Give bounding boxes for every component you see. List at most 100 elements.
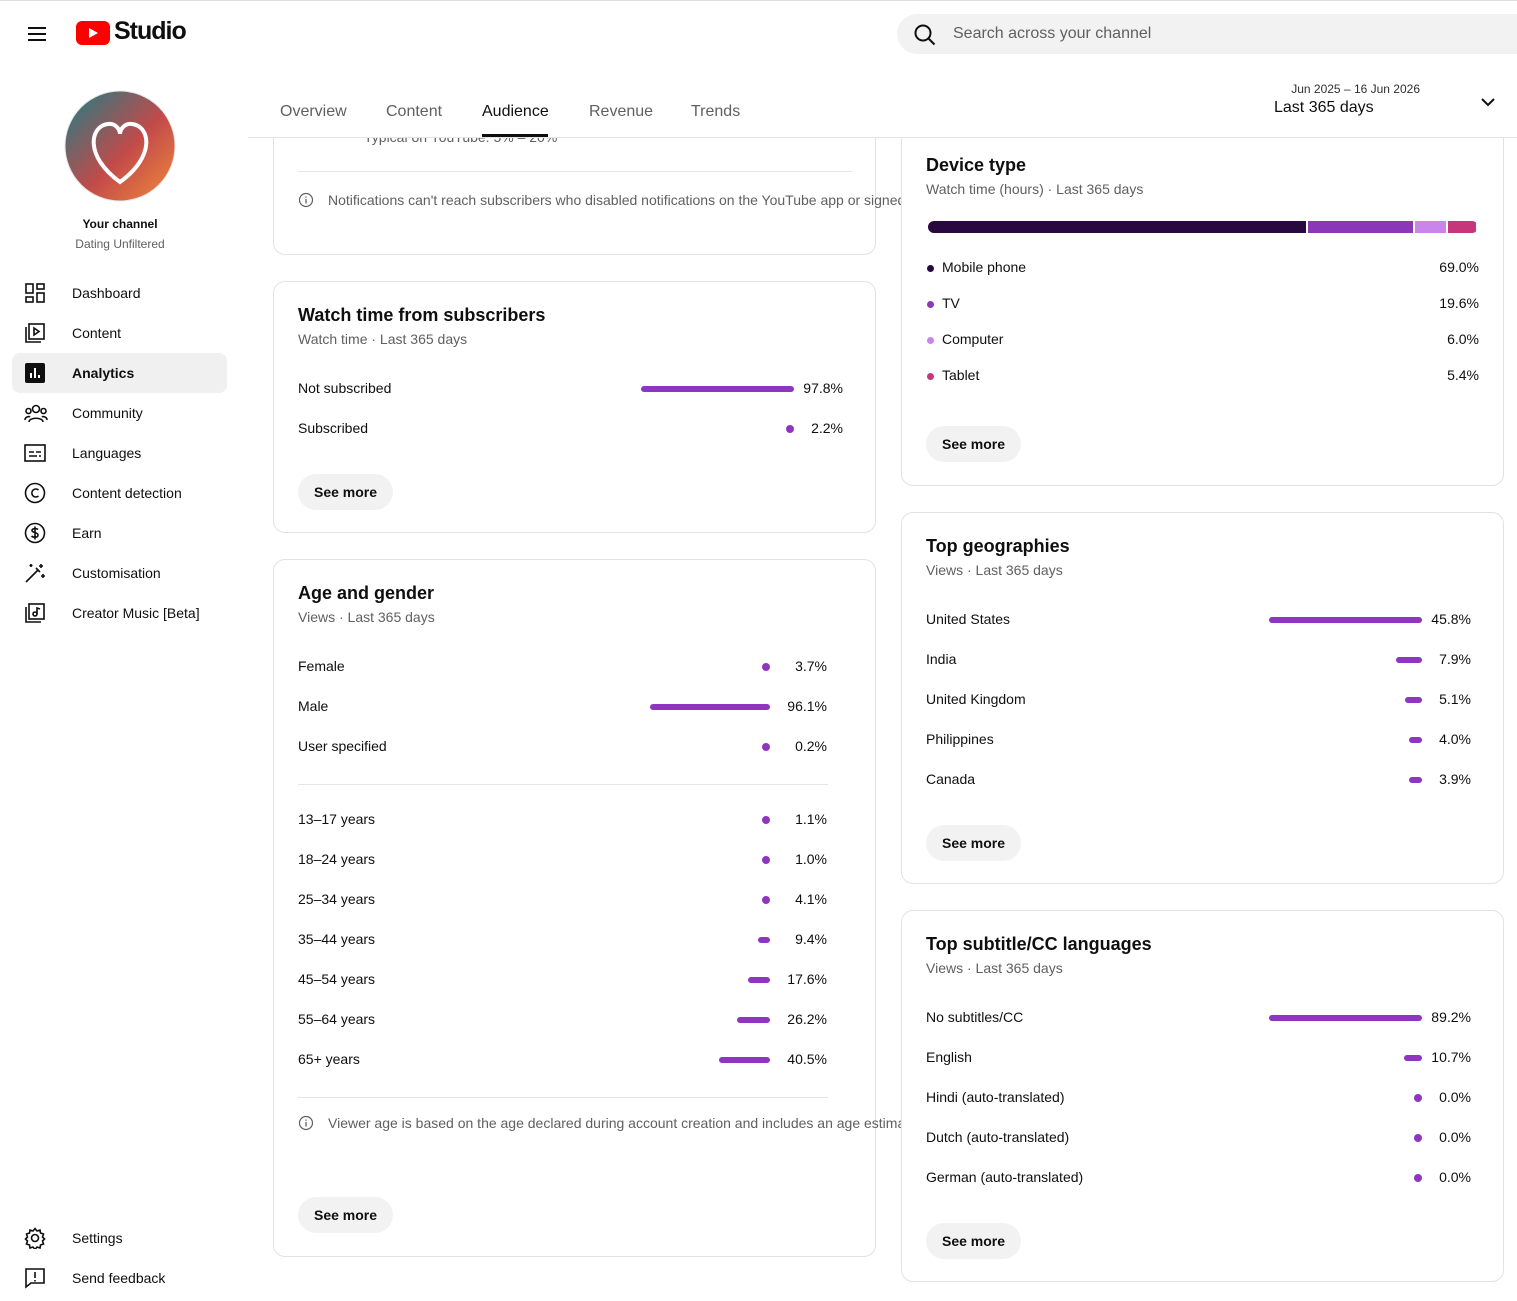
row-label: Dutch (auto-translated) [926, 1129, 1070, 1145]
row-label: Canada [926, 771, 976, 787]
bar [1404, 697, 1422, 703]
row-label: Subscribed [298, 420, 369, 436]
date-dropdown[interactable] [1480, 96, 1496, 108]
typical-range: Typical on YouTube: 5% – 20% [364, 137, 558, 145]
nav-item[interactable]: Dashboard [12, 273, 227, 313]
nav-icon [25, 323, 45, 343]
tab[interactable]: Overview [280, 103, 347, 120]
tab[interactable]: Revenue [589, 103, 654, 120]
see-more-button[interactable]: See more [298, 474, 394, 510]
nav-item[interactable]: Languages [12, 433, 227, 473]
bar [1403, 1055, 1422, 1061]
info-note: Viewer age is based on the age declared … [328, 1113, 1371, 1133]
legend-label: TV [942, 295, 960, 311]
info-note: Notifications can't reach subscribers wh… [328, 190, 1008, 210]
card: Typical on YouTube: 5% – 20% Notification… [273, 137, 1008, 255]
card: Top geographies Views · Last 365 days Unit… [901, 512, 1504, 884]
tab[interactable]: Trends [691, 103, 741, 120]
nav-label: Send feedback [72, 1270, 166, 1286]
row-label: Male [298, 698, 329, 714]
card: Age and gender Views · Last 365 days Femal… [273, 559, 1371, 1257]
card-subtitle: Views · Last 365 days [926, 960, 1063, 976]
card-subtitle: Watch time · Last 365 days [298, 331, 468, 347]
date-period[interactable]: Last 365 days [1274, 99, 1374, 116]
see-more-button[interactable]: See more [298, 1197, 394, 1233]
value-label: 0.2% [795, 738, 827, 754]
value-label: 26.2% [787, 1011, 827, 1027]
see-more-button[interactable]: See more [926, 825, 1022, 861]
bar [762, 816, 770, 824]
bar [1414, 1094, 1422, 1102]
search-bar[interactable]: Search across your channel [897, 14, 1517, 54]
see-more-button[interactable]: See more [926, 426, 1022, 462]
nav-icon [25, 603, 45, 623]
date-range[interactable]: Jun 2025 – 16 Jun 2026 [1291, 82, 1420, 96]
row-label: Hindi (auto-translated) [926, 1089, 1065, 1105]
nav-item[interactable]: Creator Music [Beta] [12, 593, 227, 633]
nav-icon [24, 444, 46, 462]
nav-item[interactable]: Content [12, 313, 227, 353]
nav-icon [24, 1227, 46, 1249]
row-label: 45–54 years [298, 971, 376, 987]
card-title: Top subtitle/CC languages [926, 934, 1152, 954]
nav-item[interactable]: Settings [12, 1218, 227, 1258]
legend-label: Mobile phone [942, 259, 1027, 275]
legend-dot [927, 337, 934, 344]
logo-text: Studio [114, 17, 187, 45]
nav-item[interactable]: Earn [12, 513, 227, 553]
value-label: 0.0% [1439, 1129, 1471, 1145]
legend-dot [927, 265, 934, 272]
nav-icon [25, 363, 45, 383]
value-label: 5.1% [1439, 691, 1471, 707]
tab-active[interactable]: Audience [482, 103, 549, 120]
menu-button[interactable] [26, 25, 50, 43]
nav-label: Content detection [72, 485, 182, 501]
card-subtitle: Watch time (hours) · Last 365 days [926, 181, 1144, 197]
card: Device type Watch time (hours) · Last 365… [901, 137, 1504, 486]
bar [786, 425, 794, 433]
row-label: Female [298, 658, 345, 674]
nav-label: Earn [72, 525, 102, 541]
value-label: 96.1% [787, 698, 827, 714]
channel-avatar[interactable] [64, 90, 176, 202]
row-label: Not subscribed [298, 380, 392, 396]
nav-item[interactable]: Customisation [12, 553, 227, 593]
nav-item-active[interactable]: Analytics [12, 353, 227, 393]
nav-item[interactable]: Send feedback [12, 1258, 227, 1298]
bar [1269, 1015, 1422, 1021]
see-more-button[interactable]: See more [926, 1223, 1022, 1259]
search-icon [914, 24, 936, 46]
card-title: Age and gender [298, 583, 435, 603]
nav-item[interactable]: Community [12, 393, 227, 433]
bar [1414, 1174, 1422, 1182]
nav-icon [25, 283, 45, 303]
value-label: 4.0% [1439, 731, 1471, 747]
row-label: 25–34 years [298, 891, 376, 907]
bar [650, 704, 770, 710]
value-label: 1.0% [795, 851, 827, 867]
tabs-border [248, 137, 1517, 138]
nav-item[interactable]: Content detection [12, 473, 227, 513]
nav-label: Content [72, 325, 122, 341]
card-title: Watch time from subscribers [298, 305, 546, 325]
value-label: 1.1% [795, 811, 827, 827]
nav-label: Creator Music [Beta] [72, 605, 200, 621]
row-label: 13–17 years [298, 811, 376, 827]
legend-value: 5.4% [1447, 367, 1479, 383]
bar [1408, 737, 1422, 743]
value-label: 40.5% [787, 1051, 827, 1067]
value-label: 2.2% [811, 420, 843, 436]
row-label: India [926, 651, 957, 667]
legend-value: 19.6% [1439, 295, 1479, 311]
tab[interactable]: Content [386, 103, 443, 120]
row-label: English [926, 1049, 972, 1065]
youtube-logo[interactable] [76, 21, 111, 45]
value-label: 0.0% [1439, 1169, 1471, 1185]
value-label: 9.4% [795, 931, 827, 947]
tab-underline [482, 134, 548, 137]
bar [1395, 657, 1422, 663]
row-label: German (auto-translated) [926, 1169, 1084, 1185]
row-label: 35–44 years [298, 931, 376, 947]
legend-value: 6.0% [1447, 331, 1479, 347]
